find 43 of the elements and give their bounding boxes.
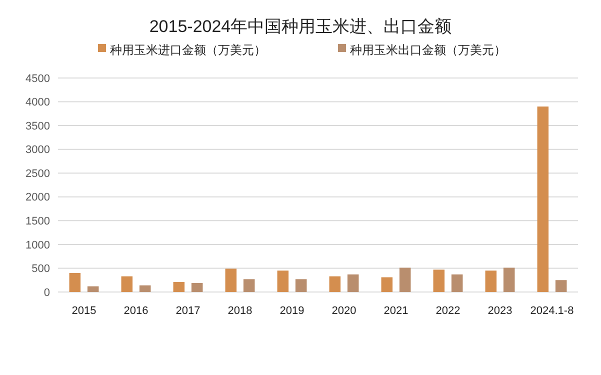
x-tick-label: 2021 <box>384 305 408 317</box>
bar <box>503 268 515 292</box>
bar <box>537 106 549 292</box>
y-tick-label: 2000 <box>26 192 50 204</box>
x-tick-label: 2023 <box>488 305 512 317</box>
y-tick-label: 3000 <box>26 144 50 156</box>
x-tick-label: 2020 <box>332 305 356 317</box>
bar <box>485 270 497 292</box>
y-tick-label: 2500 <box>26 168 50 180</box>
y-tick-label: 1500 <box>26 216 50 228</box>
bar <box>243 279 255 292</box>
bar <box>225 268 237 292</box>
y-tick-label: 3500 <box>26 120 50 132</box>
chart-title: 2015-2024年中国种用玉米进、出口金额 <box>149 17 452 36</box>
x-tick-label: 2015 <box>72 305 96 317</box>
legend-label: 种用玉米出口金额（万美元） <box>350 43 506 58</box>
bar <box>139 285 151 292</box>
bar <box>69 272 81 292</box>
bar <box>399 268 411 292</box>
bar <box>555 280 567 292</box>
bar <box>433 270 445 292</box>
x-tick-label: 2024.1-8 <box>530 305 574 317</box>
bar <box>381 277 393 292</box>
y-tick-label: 1000 <box>26 239 50 252</box>
y-tick-label: 4500 <box>26 72 50 85</box>
bar <box>173 282 185 292</box>
bar <box>121 276 133 292</box>
bar <box>191 282 203 292</box>
bar <box>329 276 341 292</box>
legend-label: 种用玉米进口金额（万美元） <box>110 43 266 58</box>
y-tick-label: 0 <box>44 286 50 299</box>
bar <box>277 270 289 292</box>
x-tick-label: 2017 <box>176 305 200 317</box>
x-tick-label: 2019 <box>280 305 304 317</box>
x-tick-label: 2016 <box>124 305 148 317</box>
x-tick-label: 2018 <box>228 305 252 317</box>
y-tick-label: 500 <box>32 263 50 276</box>
x-tick-label: 2022 <box>436 305 460 317</box>
bar <box>295 279 307 292</box>
y-tick-label: 4000 <box>26 96 50 109</box>
bar <box>451 274 463 292</box>
bar <box>347 274 359 292</box>
bar <box>87 286 99 292</box>
